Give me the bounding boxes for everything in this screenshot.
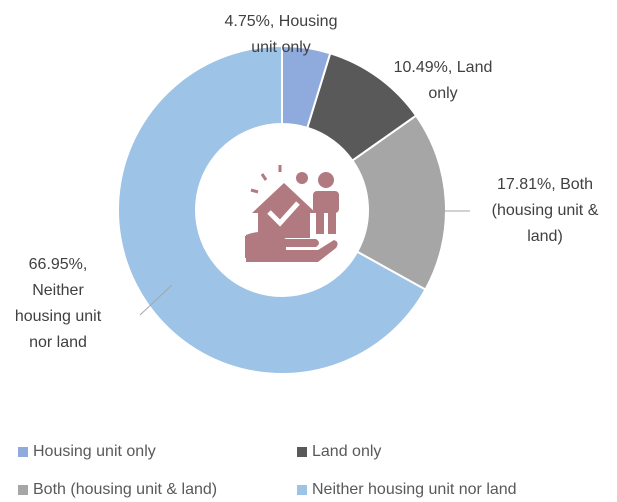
- center-icon: [245, 165, 339, 262]
- data-label: 10.49%, Land only: [394, 59, 493, 102]
- donut-segment: [350, 114, 447, 291]
- leader-line: [139, 284, 173, 316]
- legend-label: Neither housing unit nor land: [312, 481, 517, 498]
- legend-marker: [18, 485, 28, 495]
- donut-segment: [306, 51, 418, 162]
- legend-marker: [297, 485, 307, 495]
- legend-label: Both (housing unit & land): [33, 481, 217, 498]
- legend-label: Land only: [312, 443, 381, 460]
- legend-marker: [18, 447, 28, 457]
- data-label: 17.81%, Both (housing unit & land): [492, 176, 599, 245]
- legend-label: Housing unit only: [33, 443, 156, 460]
- data-label: 4.75%, Housing unit only: [225, 13, 338, 56]
- data-label: 66.95%, Neither housing unit nor land: [15, 256, 102, 351]
- donut-segment: [281, 44, 332, 130]
- legend-marker: [297, 447, 307, 457]
- donut-segment: [117, 44, 427, 375]
